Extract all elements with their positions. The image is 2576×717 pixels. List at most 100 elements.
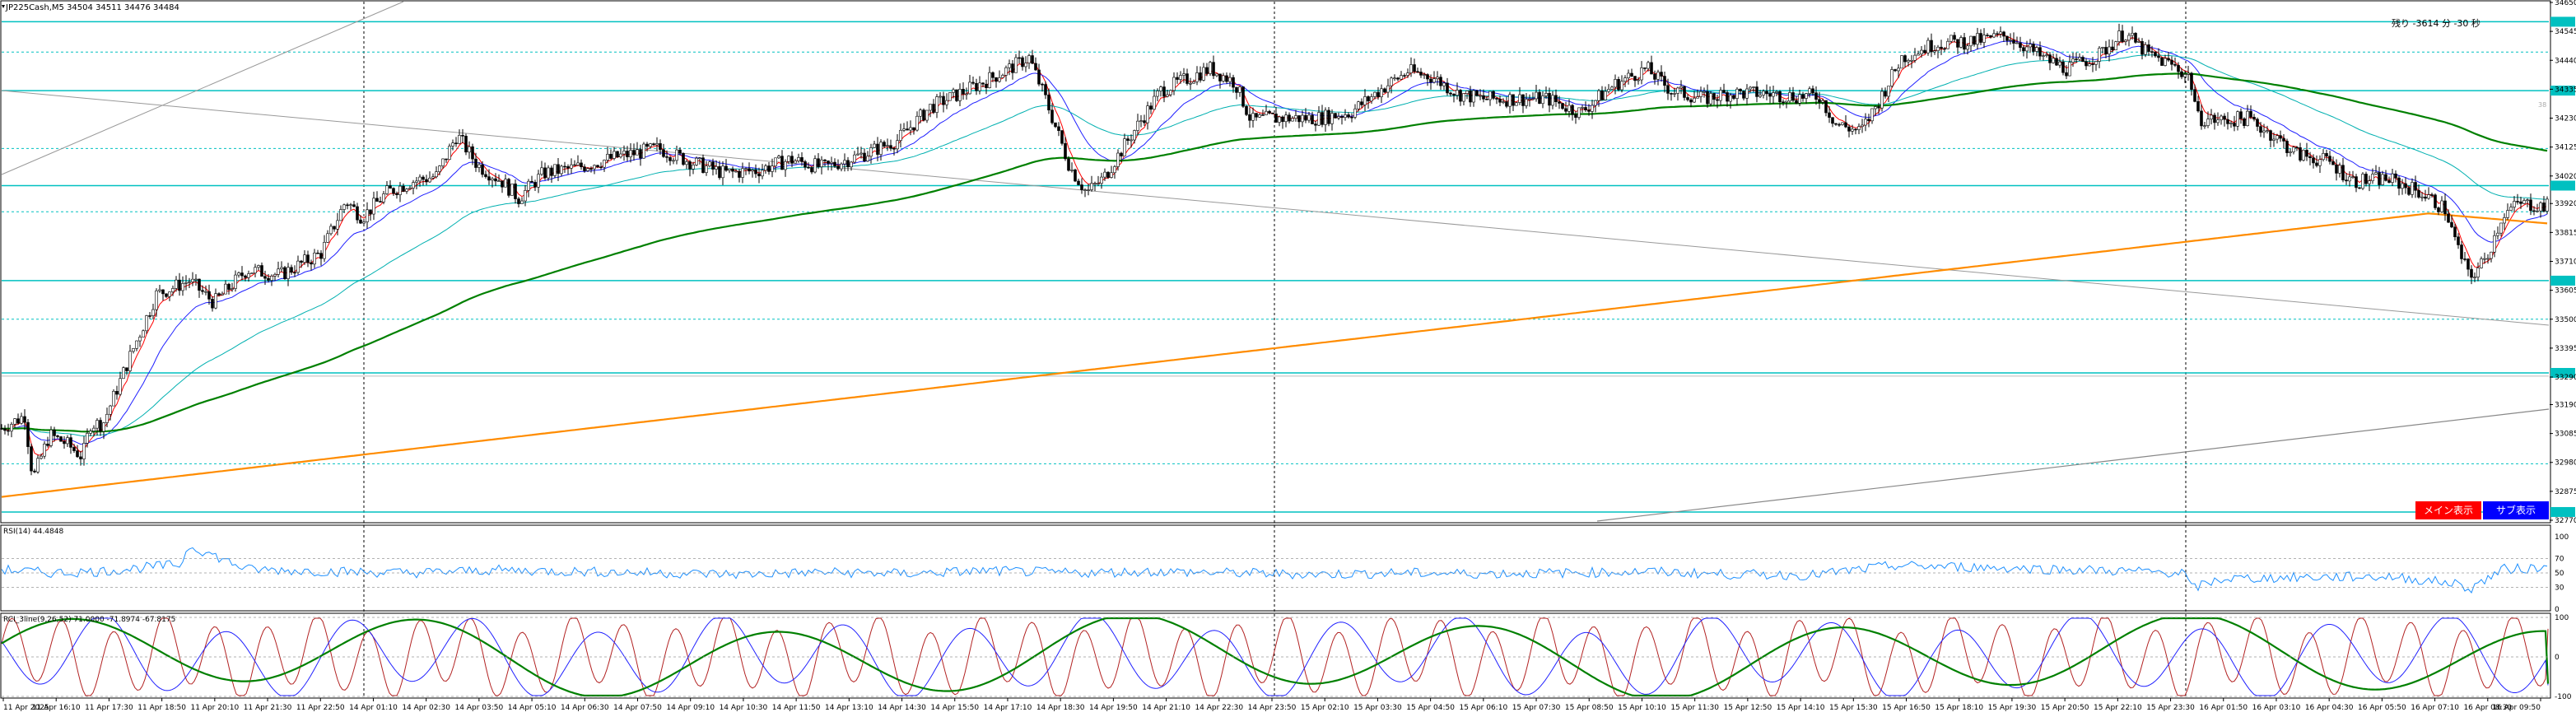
- candle-body-624: [2055, 58, 2058, 66]
- x-tick-label-3: 11 Apr 18:50: [137, 704, 186, 712]
- candle-body-749: [2467, 258, 2470, 270]
- candle-body-96: [316, 252, 319, 254]
- candle-body-484: [1594, 100, 1597, 106]
- candle-body-13: [43, 444, 46, 457]
- candle-body-104: [342, 204, 346, 210]
- candle-body-654: [2154, 51, 2157, 57]
- rci-series: [1, 617, 2550, 697]
- candle-body-713: [2348, 176, 2351, 182]
- x-tick-label-15: 14 Apr 11:50: [772, 704, 821, 712]
- trendline-down-long[interactable]: [1, 90, 2550, 326]
- candle-body-50: [165, 293, 168, 297]
- candle-body-413: [1360, 101, 1363, 105]
- candle-body-564: [1857, 126, 1861, 130]
- candle-body-601: [1979, 33, 1982, 43]
- candle-body-694: [2285, 141, 2289, 153]
- candle-body-640: [2108, 46, 2111, 54]
- trendline-up-late[interactable]: [1596, 408, 2550, 522]
- candle-body-406: [1337, 116, 1340, 119]
- candle-body-461: [1518, 94, 1521, 103]
- candle-body-507: [1670, 93, 1673, 95]
- candle-body-660: [2173, 63, 2177, 66]
- candle-body-649: [2137, 40, 2140, 43]
- candle-body-313: [1031, 55, 1034, 64]
- x-tick-label-1: 11 Apr 16:10: [32, 704, 81, 712]
- candle-body-560: [1844, 122, 1847, 128]
- candle-body-596: [1963, 37, 1966, 50]
- candle-body-218: [718, 165, 721, 179]
- title-dropdown-icon[interactable]: [2, 5, 5, 8]
- candle-body-704: [2318, 159, 2322, 166]
- candle-body-334: [1100, 176, 1103, 184]
- x-tick-label-45: 16 Apr 05:50: [2358, 704, 2406, 712]
- y-tick-label-18: 32770: [2555, 517, 2576, 525]
- annotation-label: 38: [2538, 101, 2546, 109]
- candle-body-75: [247, 273, 250, 278]
- candle-body-520: [1712, 93, 1716, 100]
- candle-body-206: [678, 149, 682, 154]
- candle-body-103: [339, 209, 342, 221]
- candle-body-755: [2486, 258, 2490, 260]
- candle-body-393: [1294, 115, 1297, 119]
- candle-body-94: [310, 262, 313, 265]
- candle-body-435: [1432, 78, 1436, 83]
- candle-body-396: [1304, 114, 1307, 121]
- candle-body-525: [1729, 95, 1732, 102]
- candle-body-259: [853, 154, 856, 163]
- trendline-up-early[interactable]: [1, 1, 404, 175]
- candle-body-605: [1992, 33, 1996, 38]
- candle-body-687: [2262, 130, 2266, 133]
- candle-body-232: [764, 165, 767, 171]
- candle-body-544: [1791, 92, 1795, 101]
- candle-body-647: [2131, 32, 2134, 36]
- candle-body-107: [352, 204, 356, 207]
- y-tick-label-15: 33085: [2555, 431, 2576, 439]
- candle-body-733: [2414, 182, 2417, 191]
- candle-body-318: [1047, 94, 1050, 111]
- candle-body-111: [366, 209, 369, 222]
- candle-body-730: [2404, 183, 2407, 189]
- candle-body-490: [1614, 79, 1617, 88]
- sub-display-button[interactable]: サブ表示: [2483, 501, 2549, 519]
- candle-body-304: [1001, 75, 1004, 78]
- candle-body-420: [1383, 88, 1386, 93]
- candle-body-506: [1666, 85, 1670, 94]
- candle-body-28: [92, 427, 95, 431]
- rsi-title: RSI(14) 44.4848: [3, 528, 63, 536]
- candle-body-559: [1841, 122, 1844, 125]
- candle-body-592: [1949, 35, 1953, 42]
- candle-body-272: [896, 140, 899, 150]
- candle-body-668: [2200, 110, 2203, 127]
- candle-body-15: [49, 429, 53, 446]
- candle-body-294: [968, 81, 971, 95]
- candle-body-535: [1762, 91, 1765, 95]
- candle-body-551: [1814, 92, 1818, 100]
- candle-body-90: [296, 260, 300, 273]
- candle-body-522: [1719, 90, 1722, 101]
- candle-body-401: [1321, 112, 1324, 125]
- candle-body-682: [2246, 110, 2249, 126]
- candle-body-300: [988, 72, 991, 88]
- candle-body-681: [2243, 118, 2246, 126]
- candle-body-285: [939, 95, 942, 98]
- candle-body-159: [524, 190, 527, 202]
- candle-body-105: [346, 204, 349, 207]
- horizontal-levels[interactable]: [2, 16, 2575, 517]
- candle-body-641: [2111, 46, 2114, 51]
- candle-body-131: [431, 176, 435, 179]
- y-tick-label-17: 32875: [2555, 488, 2576, 496]
- main-display-button[interactable]: メイン表示: [2415, 501, 2481, 519]
- y-tick-label-2: 34440: [2555, 57, 2576, 65]
- y-tick-label-12: 33395: [2555, 345, 2576, 353]
- trend-lines[interactable]: [1, 1, 2550, 522]
- candle-body-150: [494, 178, 497, 182]
- candle-body-455: [1498, 98, 1502, 103]
- candle-body-367: [1209, 62, 1212, 74]
- candle-body-512: [1686, 97, 1689, 100]
- candle-body-54: [178, 279, 181, 291]
- candle-body-81: [267, 277, 270, 281]
- candle-body-454: [1495, 98, 1498, 100]
- candle-body-650: [2140, 40, 2144, 55]
